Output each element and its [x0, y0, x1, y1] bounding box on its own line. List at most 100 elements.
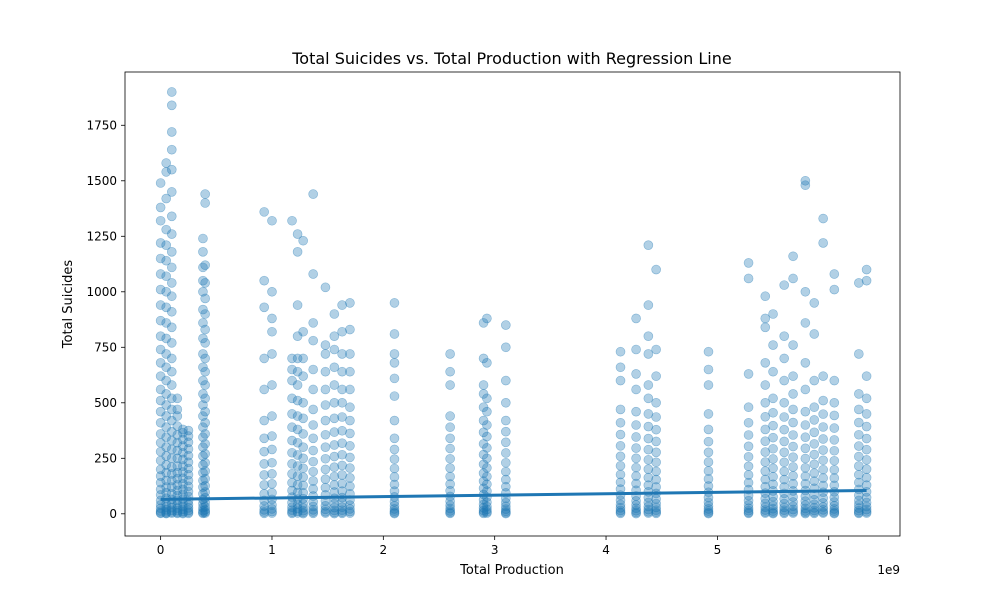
data-point	[155, 477, 166, 488]
data-point	[743, 273, 754, 284]
data-point	[161, 506, 171, 517]
data-point	[155, 344, 166, 355]
data-point	[853, 349, 864, 359]
data-point	[320, 482, 331, 493]
data-point	[743, 507, 754, 518]
data-point	[703, 424, 714, 435]
data-point	[155, 331, 166, 341]
data-point	[779, 457, 790, 468]
data-point	[259, 207, 269, 217]
data-point	[389, 507, 400, 518]
data-point	[501, 426, 511, 437]
data-point	[178, 427, 188, 438]
data-point	[861, 393, 872, 404]
data-point	[809, 298, 820, 308]
data-point	[267, 457, 277, 468]
data-point	[829, 473, 840, 483]
data-point	[389, 433, 400, 444]
data-point	[287, 375, 297, 386]
y-tick-label: 1250	[86, 229, 117, 243]
data-point	[292, 461, 303, 471]
data-point	[329, 331, 340, 341]
data-point	[166, 415, 177, 426]
data-point	[308, 318, 318, 328]
data-point	[267, 431, 277, 441]
data-point	[329, 462, 340, 472]
data-point	[292, 411, 303, 421]
data-point	[389, 391, 400, 401]
data-point	[161, 193, 171, 204]
data-point	[161, 475, 171, 486]
data-point	[478, 502, 489, 513]
y-tick-label: 500	[94, 396, 117, 410]
data-point	[501, 501, 511, 512]
data-point	[445, 349, 455, 359]
data-point	[161, 271, 171, 282]
data-point	[183, 469, 194, 480]
data-point	[287, 435, 297, 446]
data-point	[615, 346, 626, 357]
data-point	[829, 506, 840, 516]
data-point	[800, 175, 811, 186]
data-point	[743, 417, 754, 428]
data-point	[703, 409, 714, 419]
data-point	[287, 485, 297, 496]
data-point	[760, 424, 771, 435]
data-point	[389, 463, 400, 474]
data-point	[779, 375, 790, 386]
data-point	[818, 498, 828, 508]
data-point	[183, 444, 194, 454]
data-point	[788, 371, 798, 381]
data-point	[703, 508, 714, 519]
data-point	[178, 473, 188, 484]
data-point	[760, 436, 771, 447]
data-point	[155, 215, 166, 226]
data-point	[389, 472, 400, 482]
data-point	[298, 453, 308, 464]
data-point	[166, 87, 177, 97]
data-point	[198, 262, 208, 273]
y-axis-label: Total Suicides	[61, 260, 76, 350]
data-point	[615, 508, 626, 519]
data-point	[178, 508, 188, 519]
data-point	[308, 508, 318, 519]
data-point	[643, 240, 654, 250]
data-point	[155, 471, 166, 481]
data-point	[615, 429, 626, 440]
data-point	[298, 326, 308, 337]
data-point	[853, 507, 864, 518]
data-point	[259, 507, 269, 517]
data-point	[183, 486, 194, 497]
data-point	[779, 280, 790, 290]
data-point	[743, 508, 754, 519]
data-point	[155, 506, 166, 516]
data-point	[292, 503, 303, 514]
data-point	[166, 211, 177, 222]
data-point	[779, 353, 790, 364]
data-point	[259, 384, 269, 395]
data-point	[631, 384, 641, 395]
data-point	[337, 349, 347, 359]
data-point	[779, 466, 790, 477]
data-point	[478, 318, 489, 328]
data-point	[287, 459, 297, 469]
data-point	[445, 443, 455, 454]
data-point	[445, 471, 455, 482]
data-point	[298, 442, 308, 453]
data-point	[155, 503, 166, 514]
data-point	[308, 189, 318, 199]
regression-line	[160, 488, 867, 501]
data-point	[320, 464, 331, 475]
data-point	[478, 380, 489, 390]
data-point	[308, 384, 318, 395]
data-point	[760, 505, 771, 515]
data-point	[308, 484, 318, 494]
data-point	[166, 229, 177, 239]
y-axis-ticks: 0 250 500 750 1000 1250 1500 1750	[86, 118, 125, 521]
data-point	[200, 189, 210, 199]
data-point	[337, 438, 347, 449]
data-point	[161, 158, 171, 168]
data-point	[615, 461, 626, 471]
data-point	[631, 453, 641, 464]
data-point	[743, 441, 754, 452]
